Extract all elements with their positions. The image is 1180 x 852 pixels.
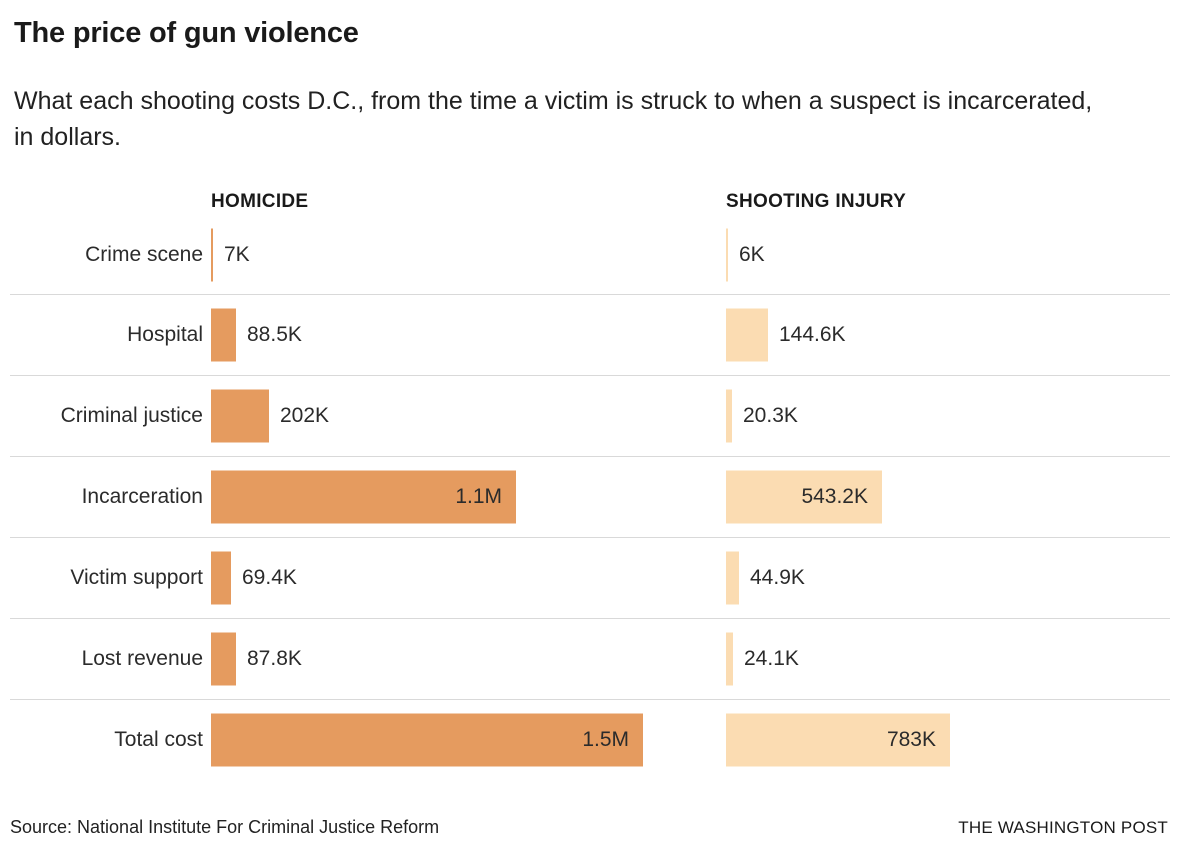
row-label: Victim support [70,566,203,589]
homicide-bar [211,228,213,281]
homicide-bar [211,632,236,686]
column-header-homicide: HOMICIDE [211,191,309,212]
shooting-injury-value: 6K [739,242,765,266]
homicide-value: 1.1M [455,485,502,508]
row-label: Crime scene [85,242,203,266]
chart-row-hospital: Hospital 88.5K 144.6K [10,294,1170,375]
chart-area: HOMICIDE SHOOTING INJURY Crime scene 7K 6K… [10,191,1170,780]
shooting-injury-value: 783K [886,728,936,751]
homicide-value: 7K [224,242,250,266]
source-note: Source: National Institute For Criminal … [10,817,440,837]
shooting-injury-bar [726,551,739,605]
homicide-bar [211,551,231,605]
homicide-value: 202K [280,404,330,427]
homicide-bar [211,713,643,767]
homicide-bar [211,470,516,524]
page-title: The price of gun violence [14,17,359,49]
column-header-shooting-injury: SHOOTING INJURY [726,191,907,212]
row-label: Incarceration [81,485,203,508]
homicide-value: 1.5M [582,728,629,751]
chart-header: The price of gun violence What each shoo… [14,16,1166,155]
shooting-injury-value: 543.2K [801,485,868,508]
chart-footer: Source: National Institute For Criminal … [10,817,1168,838]
chart-row-criminal-justice: Criminal justice 202K 20.3K [10,375,1170,456]
chart-row-total-cost: Total cost 1.5M 783K [10,699,1170,780]
row-label: Lost revenue [81,647,203,670]
homicide-value: 69.4K [242,566,297,589]
homicide-bar [211,308,236,362]
row-label: Total cost [114,728,203,751]
shooting-injury-bar [726,470,882,524]
chart-page: { "title": "The price of gun violence", … [0,16,1180,852]
shooting-injury-bar [726,632,733,686]
shooting-injury-bar [726,308,768,362]
shooting-injury-value: 144.6K [779,323,846,346]
chart-row-victim-support: Victim support 69.4K 44.9K [10,537,1170,618]
shooting-injury-value: 44.9K [750,566,805,589]
chart-row-crime-scene: Crime scene 7K 6K [10,215,1170,294]
homicide-bar [211,389,269,443]
chart-row-incarceration: Incarceration 1.1M 543.2K [10,456,1170,537]
chart-rows: Crime scene 7K 6K Hospital 88.5K 144.6K Crimin… [10,215,1170,780]
shooting-injury-bar [726,713,950,767]
shooting-injury-value: 24.1K [744,647,799,670]
shooting-injury-bar [726,228,728,281]
shooting-injury-bar [726,389,732,443]
column-headers: HOMICIDE SHOOTING INJURY [10,191,1170,215]
row-label: Criminal justice [60,404,203,427]
homicide-value: 88.5K [247,323,302,346]
chart-row-lost-revenue: Lost revenue 87.8K 24.1K [10,618,1170,699]
row-label: Hospital [127,323,203,346]
shooting-injury-value: 20.3K [743,404,798,427]
chart-subtitle: What each shooting costs D.C., from the … [14,87,1093,151]
homicide-value: 87.8K [247,647,302,670]
publisher-credit: THE WASHINGTON POST [958,818,1168,837]
